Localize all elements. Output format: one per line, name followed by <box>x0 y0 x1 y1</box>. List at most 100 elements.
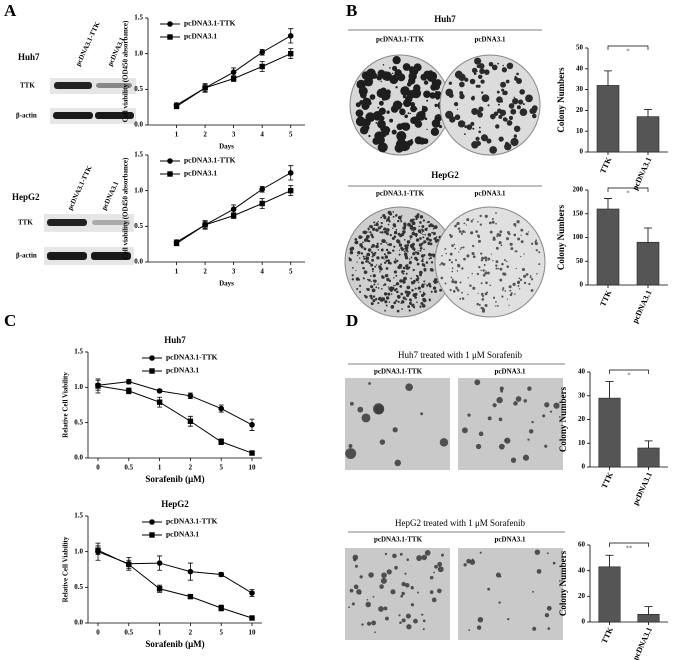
colony <box>410 238 412 240</box>
colony <box>419 270 423 275</box>
colony <box>361 244 363 247</box>
colony <box>385 267 389 270</box>
colony <box>391 286 395 291</box>
lane-label: pcDNA3.1 <box>495 368 526 376</box>
colony <box>421 293 425 298</box>
y-tick-label: 0 <box>582 618 586 626</box>
colony <box>478 266 481 269</box>
colony <box>424 233 426 236</box>
protein: β-actin <box>16 252 37 260</box>
y-tick-label: 30 <box>576 85 584 93</box>
micrograph <box>458 378 563 470</box>
y-tick-label: 0.5 <box>134 222 143 230</box>
colony <box>413 91 417 96</box>
colony <box>396 309 400 313</box>
colony <box>378 265 382 269</box>
y-tick-label: 1.5 <box>134 14 143 22</box>
colony <box>388 91 391 94</box>
colony <box>381 248 384 251</box>
marker <box>202 85 208 91</box>
y-tick-label: 0 <box>582 463 586 471</box>
colony <box>491 220 495 224</box>
colony <box>423 80 429 85</box>
colony <box>379 271 381 273</box>
colony <box>509 293 513 297</box>
colony <box>514 250 517 253</box>
error-bar <box>644 108 652 117</box>
colony <box>459 297 462 300</box>
colony <box>476 272 480 276</box>
colony <box>486 271 490 275</box>
colony <box>415 258 419 262</box>
colony <box>475 136 480 141</box>
colony <box>414 292 418 296</box>
colony <box>427 241 430 244</box>
colony <box>419 246 423 250</box>
colony <box>495 124 500 129</box>
colony <box>393 245 396 248</box>
colony <box>398 243 403 247</box>
lane-label: pcDNA3.1-TTK <box>376 36 425 44</box>
colony <box>406 244 410 247</box>
colony <box>431 82 441 91</box>
colony <box>396 294 401 299</box>
colony <box>429 92 436 99</box>
colony <box>423 280 426 283</box>
lane-label: pcDNA3.1-TTK <box>374 536 423 544</box>
colony <box>411 246 415 250</box>
colony <box>504 290 506 292</box>
colony <box>459 281 462 284</box>
colony <box>400 267 402 269</box>
colony <box>377 287 380 289</box>
colony <box>399 279 403 283</box>
colony <box>357 406 364 413</box>
colony <box>475 140 481 146</box>
colony <box>503 272 507 276</box>
band <box>92 220 130 225</box>
colony <box>403 238 406 241</box>
colony <box>363 257 366 260</box>
colony <box>461 291 463 294</box>
colony <box>480 269 482 272</box>
marker <box>126 561 132 568</box>
y-tick-label: 0.0 <box>134 121 143 129</box>
colony <box>418 137 426 145</box>
colony <box>383 227 387 231</box>
colony <box>506 298 509 300</box>
colony <box>396 239 400 243</box>
colony <box>370 263 374 267</box>
colony <box>390 589 396 595</box>
colony <box>370 233 374 237</box>
colony <box>393 260 397 264</box>
colony <box>442 262 446 266</box>
colony <box>409 66 419 76</box>
colony <box>510 137 519 147</box>
colony <box>393 277 395 279</box>
colony <box>504 437 511 444</box>
colony <box>420 301 424 306</box>
colony <box>427 233 432 237</box>
colony <box>518 280 521 283</box>
colony <box>487 416 492 421</box>
colony <box>394 459 402 467</box>
colony <box>385 616 389 621</box>
marker <box>230 212 237 219</box>
colony <box>469 284 472 287</box>
error-bar <box>644 227 652 243</box>
colony <box>444 247 447 250</box>
colony <box>392 56 401 65</box>
colony <box>399 108 406 115</box>
colony <box>417 286 421 290</box>
colony <box>454 114 461 121</box>
colony <box>552 561 556 565</box>
colony <box>461 297 465 300</box>
colony <box>410 105 417 113</box>
lane-label: pcDNA3.1-TTK <box>376 190 425 198</box>
colony <box>421 284 425 288</box>
colony <box>367 231 369 233</box>
x-tick-label: 4 <box>260 131 264 139</box>
colony <box>472 127 475 130</box>
chart-title: Huh7 <box>164 335 186 345</box>
colony <box>363 238 368 242</box>
colony <box>376 256 380 260</box>
